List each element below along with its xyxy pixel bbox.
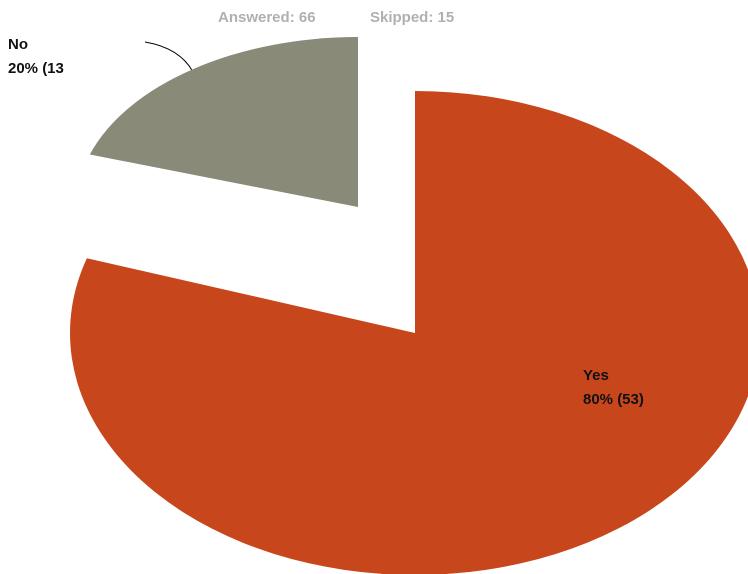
leader-line [144,41,194,73]
chart-subtitle: Answered: 66 [218,9,316,26]
slice-value-label: 20% (13 [8,60,64,77]
chart-subtitle: Skipped: 15 [370,9,454,26]
slice-label: No [8,36,28,53]
slice-value-label: 80% (53) [583,391,644,408]
pie-slice [89,37,358,207]
slice-label: Yes [583,367,609,384]
pie-slice [70,91,748,574]
